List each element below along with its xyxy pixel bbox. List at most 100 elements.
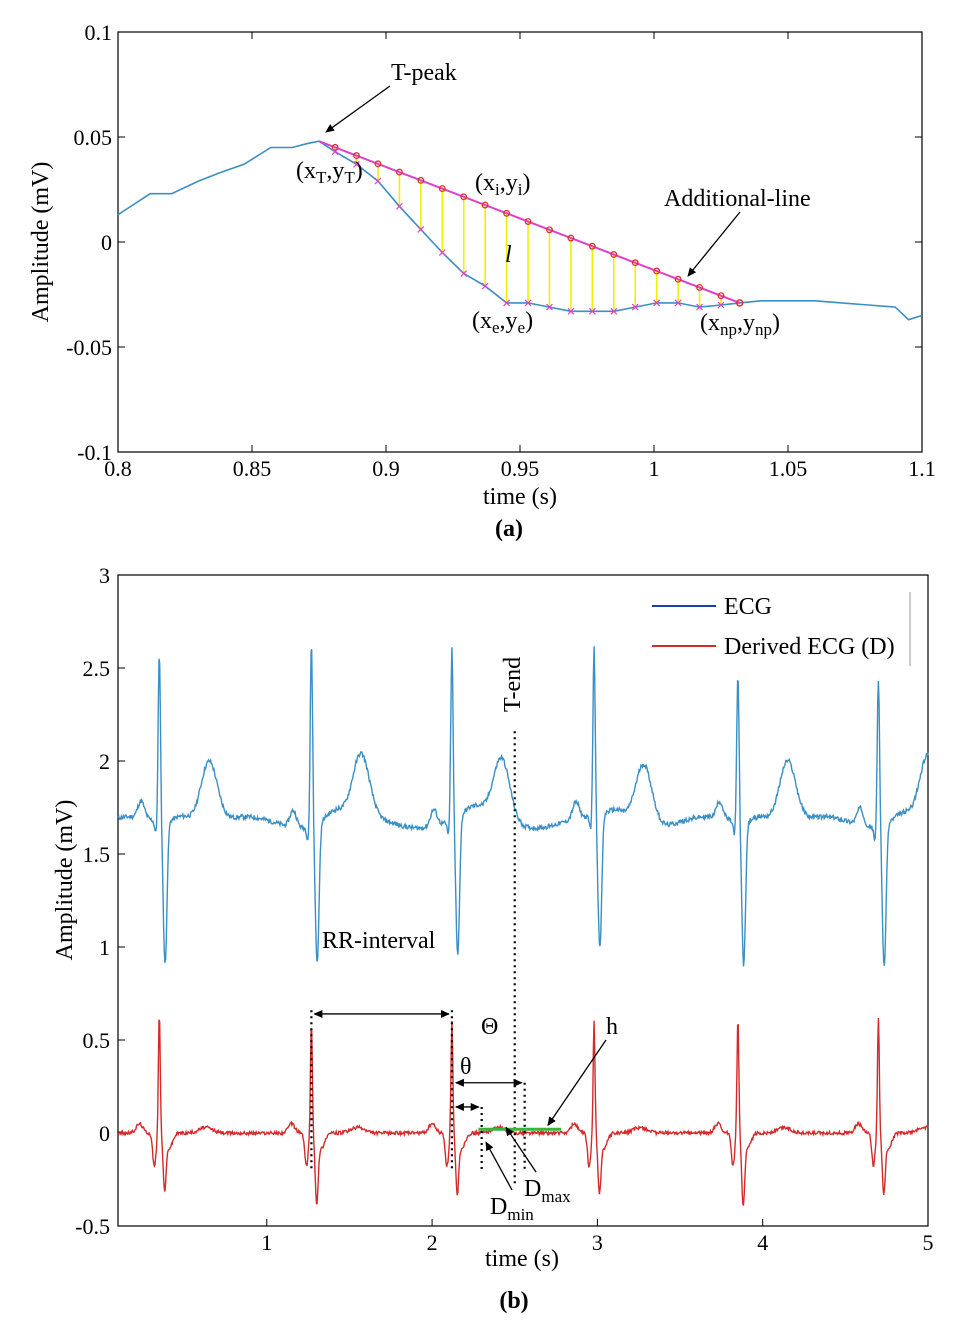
plot-b-ylabel: Amplitude (mV) [52, 800, 78, 961]
plot-a-xlabel: time (s) [483, 484, 557, 510]
plot-b-xtick-label: 1 [261, 1230, 272, 1255]
theta-small-label: θ [460, 1054, 472, 1080]
dmax-sub: max [541, 1187, 571, 1206]
panel-b: 1 2 3 4 5 -0.5 0 0.5 1 1.5 2 2.5 3 time (s) Amplitud… [52, 563, 934, 1314]
line-point-marker [567, 234, 575, 242]
l-label: l [505, 242, 512, 268]
xnp-mid: ,y [737, 310, 755, 336]
line-point-marker [374, 160, 382, 168]
xt-sub: T [316, 168, 327, 187]
additional-line-label: Additional-line [664, 186, 811, 212]
signal-point-marker [631, 303, 639, 311]
xnp-ynp-label: (xnp,ynp) [700, 310, 780, 339]
legend-label-ecg: ECG [724, 594, 772, 620]
xe-ye-label: (xe,ye) [472, 308, 533, 337]
dmin-sub: min [507, 1205, 534, 1224]
signal-point-marker [460, 270, 468, 277]
xi-yi-label: (xi,yi) [475, 170, 530, 199]
h-label: h [606, 1014, 618, 1040]
xt-open: (x [296, 158, 316, 184]
caption-b: (b) [499, 1288, 528, 1314]
plot-b-ytick-label: 2 [99, 749, 110, 774]
line-point-marker [438, 185, 446, 193]
plot-a-xtick-label: 1 [649, 456, 660, 481]
dmax-label: Dmax [524, 1176, 571, 1206]
derived-ecg-series-line [117, 1017, 929, 1206]
dmin-label: Dmin [490, 1194, 534, 1224]
plot-a-ylabel: Amplitude (mV) [28, 162, 54, 323]
signal-point-marker [524, 299, 532, 307]
plot-b-frame [117, 574, 929, 1227]
xe-sub: e [492, 318, 500, 337]
line-point-marker [653, 267, 661, 275]
t-end-label: T-end [500, 657, 526, 712]
line-point-marker [481, 201, 489, 209]
plot-b-ytick-label: 0.5 [83, 1028, 111, 1053]
plot-a-frame [117, 31, 923, 453]
line-point-marker [395, 168, 403, 176]
xe-close: ) [525, 308, 533, 334]
line-point-marker [674, 275, 682, 283]
panel-a: 0.8 0.85 0.9 0.95 1 1.05 1.1-0.1-0.0500.050.1 … [28, 20, 936, 542]
xnp-open: (x [700, 310, 720, 336]
line-point-marker [546, 226, 553, 234]
plot-b-xtick-label: 5 [923, 1230, 934, 1255]
dmax-arrow [505, 1126, 537, 1173]
plot-a-xtick-label: 1.05 [769, 456, 808, 481]
plot-a-xtick-label: 1.1 [908, 456, 936, 481]
plot-a-xtick-label: 0.85 [233, 456, 272, 481]
plot-b-ytick-label: -0.5 [75, 1214, 110, 1239]
plot-b-xtick-label: 4 [757, 1230, 768, 1255]
ecg-signal-line [117, 140, 923, 321]
xi-open: (x [475, 170, 495, 196]
plot-a-ytick-label: -0.1 [77, 440, 112, 465]
plot-a-xtick-label: 0.9 [372, 456, 400, 481]
signal-point-marker [567, 307, 575, 315]
yi-sub: i [518, 180, 523, 199]
plot-b-xlabel: time (s) [485, 1246, 559, 1272]
signal-point-marker [331, 148, 339, 156]
signal-point-marker [503, 299, 511, 307]
rr-interval-label: RR-interval [322, 928, 436, 954]
t-peak-arrow [325, 85, 391, 133]
xe-open: (x [472, 308, 492, 334]
dmax-main: D [524, 1176, 541, 1202]
theta-big-label: Θ [481, 1014, 498, 1040]
plot-b-ytick-label: 1 [99, 935, 110, 960]
signal-point-marker [438, 249, 446, 256]
caption-a: (a) [495, 516, 523, 542]
xnp-sub: np [720, 320, 737, 339]
plot-b-ytick-label: 3 [99, 563, 110, 588]
line-point-marker [331, 143, 339, 151]
xnp-close: ) [772, 310, 780, 336]
ye-sub: e [518, 318, 526, 337]
xi-mid: ,y [500, 170, 518, 196]
legend-label-derived: Derived ECG (D) [724, 634, 895, 660]
plot-a-ytick-label: -0.05 [66, 335, 112, 360]
xe-mid: ,y [500, 308, 518, 334]
yt-sub: T [344, 168, 355, 187]
signal-point-marker [481, 282, 489, 290]
plot-a-xtick-label: 0.95 [501, 456, 540, 481]
plot-a-xtick-label: 0.8 [104, 456, 132, 481]
line-point-marker [524, 218, 532, 225]
line-point-marker [610, 251, 618, 258]
signal-point-marker [417, 225, 425, 233]
signal-point-marker [374, 177, 382, 185]
signal-point-marker [674, 299, 682, 307]
line-point-marker [503, 209, 511, 217]
line-point-marker [696, 284, 704, 291]
plot-a-ytick-label: 0 [101, 230, 112, 255]
ecg-series-line [117, 646, 929, 967]
signal-point-marker [610, 307, 618, 315]
xt-mid: ,y [326, 158, 344, 184]
xi-close: ) [522, 170, 530, 196]
dmin-main: D [490, 1194, 507, 1220]
line-point-marker [460, 193, 468, 201]
line-point-marker [717, 292, 725, 300]
signal-point-marker [588, 307, 596, 315]
line-point-marker [353, 152, 360, 160]
plot-b-xtick-label: 3 [592, 1230, 603, 1255]
xi-sub: i [495, 180, 500, 199]
